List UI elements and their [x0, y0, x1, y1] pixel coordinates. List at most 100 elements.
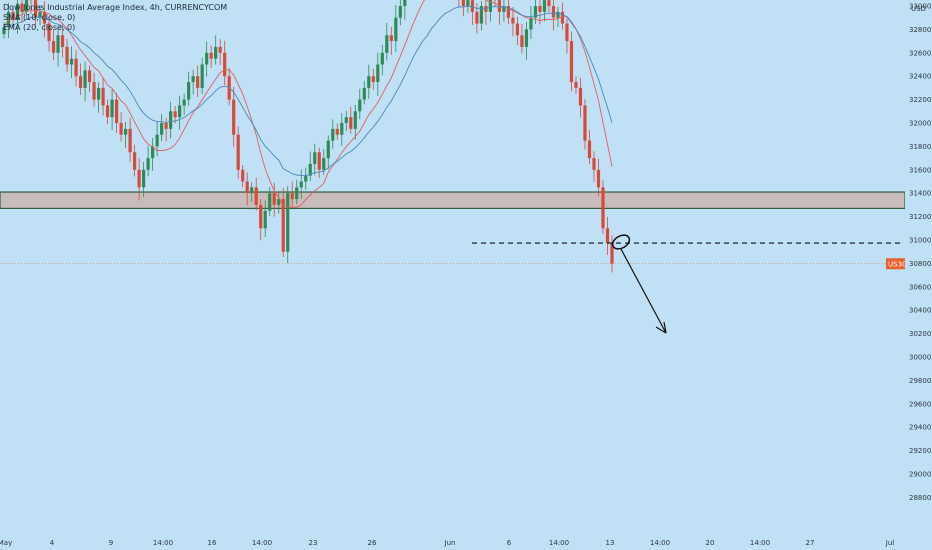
candle-body [551, 6, 556, 18]
candle-body [155, 134, 159, 147]
time-tick-label: 20 [706, 539, 715, 547]
candle-body [245, 181, 249, 194]
candle-body [547, 0, 551, 6]
candle-body [524, 29, 529, 47]
candle-body [583, 105, 587, 141]
candle-body [515, 23, 520, 36]
candle-body [596, 169, 601, 188]
candle-body [488, 0, 492, 12]
price-symbol-tag [886, 258, 905, 270]
candle-body [250, 187, 254, 194]
candle-body [182, 99, 186, 106]
candle-body [389, 35, 393, 42]
time-tick-label: 14:00 [549, 539, 569, 547]
candle-body [272, 193, 276, 205]
candle-body [74, 58, 78, 77]
time-tick-label: 16 [208, 539, 217, 547]
candle-body [605, 228, 610, 244]
candle-body [466, 0, 470, 6]
candle-body [322, 158, 326, 170]
candle-body [538, 6, 542, 12]
candle-body [308, 163, 312, 176]
price-tick-label: 31400 [909, 190, 931, 198]
time-tick-label: 14:00 [153, 539, 173, 547]
time-tick-label: 9 [109, 539, 113, 547]
time-tick-label: 6 [507, 539, 512, 547]
candle-body [137, 169, 141, 188]
time-axis[interactable]: May 4 9 14:00 16 14:00 23 26 Jun 6 14:00 13 14:00 20 1… [0, 535, 905, 550]
price-tick-label: 32200 [909, 96, 931, 104]
price-tick-label: 32600 [909, 49, 931, 57]
candle-body [353, 111, 357, 129]
candle-body [331, 128, 335, 141]
candle-body [60, 35, 65, 47]
moving-averages [3, 0, 613, 208]
candle-body [241, 169, 245, 182]
legend-ema: EMA (20, close, 0) [3, 23, 76, 32]
candle-body [254, 187, 258, 205]
resistance-zone [0, 191, 906, 210]
candle-body [69, 58, 74, 65]
candle-body [592, 158, 596, 170]
candle-body [290, 193, 294, 200]
candle-body [169, 111, 173, 129]
candle-body [15, 3, 20, 21]
candle-body [349, 117, 353, 129]
candle-body [281, 199, 285, 252]
price-tick-label: 30400 [909, 307, 931, 315]
price-axis-unit: USD [911, 5, 926, 13]
price-tick-label: 29800 [909, 377, 931, 385]
candle-body [236, 134, 240, 170]
candle-body [587, 140, 592, 159]
candle-body [263, 210, 267, 229]
time-tick-label: Jun [444, 539, 456, 547]
candle-body [160, 123, 164, 135]
candle-body [105, 105, 110, 118]
candle-body [178, 105, 182, 118]
candle-body [114, 99, 119, 123]
candle-body [268, 193, 272, 211]
candle-body [304, 175, 308, 182]
candle-body [344, 117, 348, 123]
candle-body [142, 169, 146, 188]
candle-body [128, 128, 132, 153]
candle-body [299, 181, 303, 188]
down-arrow-shaft [620, 248, 667, 334]
candle-body [101, 87, 105, 106]
price-tick-label: 28800 [909, 494, 931, 502]
candle-body [151, 146, 155, 159]
time-tick-label: 13 [606, 539, 615, 547]
candle-body [146, 158, 150, 170]
candle-body [403, 0, 407, 6]
price-tick-label: 30200 [909, 330, 931, 338]
price-axis-background [905, 0, 932, 550]
candle-body [520, 35, 524, 47]
price-tick-label: 29000 [909, 471, 931, 479]
candle-body [358, 99, 362, 112]
candle-body [506, 6, 511, 18]
candle-body [461, 0, 465, 6]
candle-body [601, 187, 605, 229]
candle-body [2, 27, 6, 35]
candle-body [511, 17, 515, 24]
candle-body [232, 99, 236, 135]
price-tick-label: 30000 [909, 354, 931, 362]
time-axis-background [0, 535, 905, 550]
candle-body [385, 35, 389, 53]
price-tick-label: 32000 [909, 120, 931, 128]
candle-body [313, 152, 317, 164]
candle-body [398, 6, 402, 18]
price-tick-label: 29600 [909, 400, 931, 408]
candle-body [191, 76, 195, 83]
price-tick-label: 32800 [909, 26, 931, 34]
candle-body [124, 128, 128, 135]
circle-marker [611, 234, 631, 250]
price-tick-label: 29200 [909, 447, 931, 455]
candle-body [479, 6, 483, 24]
candle-body [47, 23, 51, 42]
candle-body [223, 52, 227, 77]
